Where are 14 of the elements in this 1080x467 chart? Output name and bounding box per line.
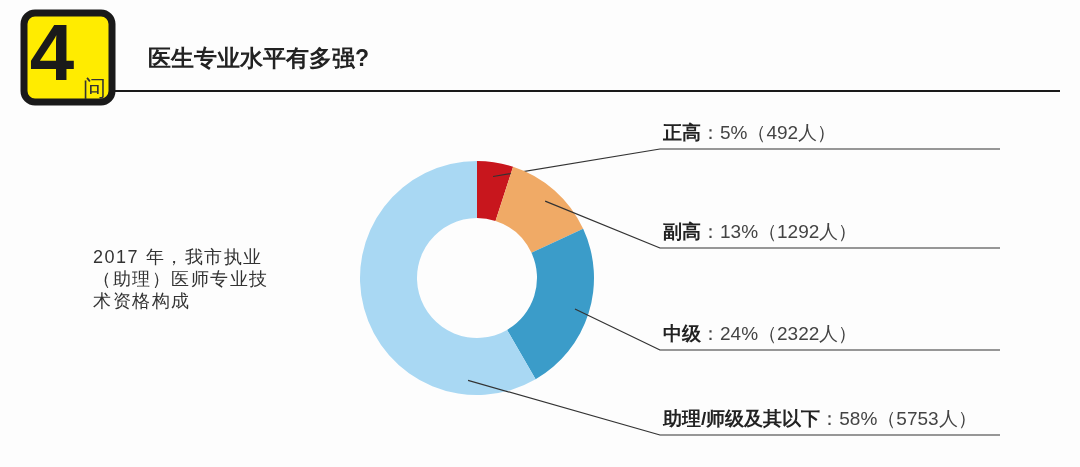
data-label: ：13%（1292人） [701, 221, 858, 242]
data-label: ：24%（2322人） [701, 323, 858, 344]
slice-label: 中级 [663, 323, 702, 344]
slice-label: 助理/师级及其以下 [662, 408, 821, 429]
donut-slice [360, 161, 536, 395]
donut-slice [495, 166, 584, 253]
donut-slice [477, 161, 514, 221]
slice-label: 正高 [662, 122, 701, 143]
text: 2017 年，我市执业（助理）医师专业技术资格构成 [93, 246, 270, 312]
slice-label: 副高 [663, 221, 701, 242]
donut-slice [507, 228, 594, 380]
chart-title: 医生专业水平有多强? [148, 45, 370, 71]
data-label: ：58%（5753人） [820, 408, 977, 429]
data-label: ：5%（492人） [701, 122, 837, 143]
